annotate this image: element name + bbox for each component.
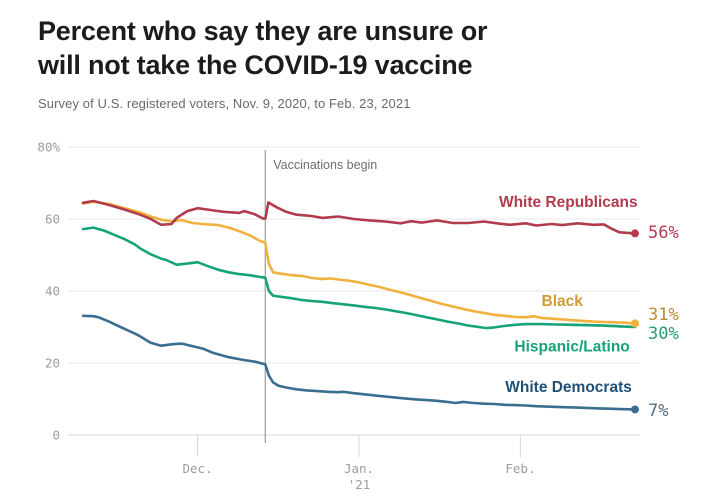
- y-axis-label-0: 0: [52, 428, 60, 443]
- series-line-white-democrats: [81, 314, 637, 411]
- page-title-line-2: will not take the COVID-19 vaccine: [38, 50, 473, 80]
- series-value-white-republicans: 56%: [648, 223, 679, 243]
- y-axis-label-80: 80%: [37, 140, 60, 155]
- series-value-white-democrats: 7%: [648, 401, 668, 421]
- series-label-black: Black: [542, 293, 584, 310]
- y-axis-label-20: 20: [45, 356, 60, 371]
- series-value-black: 31%: [648, 305, 679, 325]
- series-value-hispanic-latino: 30%: [648, 324, 679, 344]
- series-end-dot-white-republicans: [631, 229, 639, 238]
- series-end-dot-black: [631, 319, 639, 328]
- series-line-dashed-hispanic-latino: [571, 323, 637, 329]
- series-end-dot-white-democrats: [631, 405, 639, 414]
- series-label-hispanic-latino: Hispanic/Latino: [514, 338, 629, 355]
- page-title-line-1: Percent who say they are unsure or: [38, 16, 488, 46]
- chart-canvas: 80% 60 40 20 0 Dec. Jan.'21 Feb. Vaccinations be…: [37, 140, 679, 493]
- chart-header: Percent who say they are unsure or will …: [38, 14, 488, 111]
- x-axis-label-dec-: Dec.: [183, 461, 213, 476]
- chart-subtitle: Survey of U.S. registered voters, Nov. 9…: [38, 96, 411, 111]
- x-axis-label-feb-: Feb.: [505, 461, 535, 476]
- y-axis-label-60: 60: [45, 212, 60, 227]
- line-chart: 80% 60 40 20 0 Dec. Jan. '21 Feb. Vaccinations be…: [0, 130, 720, 500]
- series-label-white-republicans: White Republicans: [499, 194, 638, 211]
- x-axis-sublabel-jan-: '21: [348, 477, 371, 492]
- y-axis-label-40: 40: [45, 284, 60, 299]
- x-axis-label-jan-: Jan.: [344, 461, 374, 476]
- series-label-white-democrats: White Democrats: [505, 379, 632, 396]
- series-line-hispanic-latino: [81, 226, 637, 330]
- vaccinations-begin-annotation: Vaccinations begin: [273, 158, 377, 172]
- series-line-white-republicans: [81, 199, 637, 235]
- page-title: Percent who say they are unsure or will …: [38, 14, 488, 82]
- series-line-black: [81, 200, 637, 325]
